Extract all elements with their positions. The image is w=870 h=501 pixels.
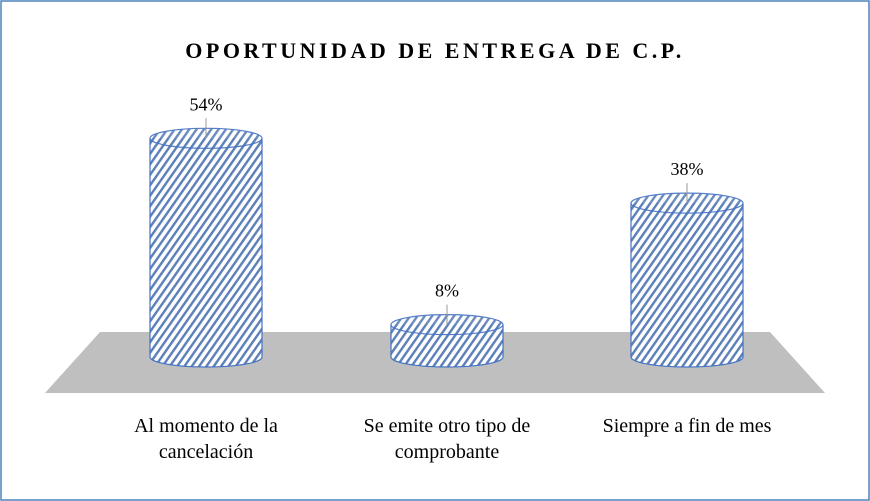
data-label: 38% <box>671 159 704 179</box>
chart-title: OPORTUNIDAD DE ENTREGA DE C.P. <box>185 38 684 63</box>
cylinder <box>150 138 262 357</box>
x-tick-label: Se emite otro tipo de comprobante <box>363 415 531 463</box>
data-label: 54% <box>190 94 223 114</box>
data-label: 8% <box>435 281 459 301</box>
x-tick-label: Siempre a fin de mes <box>602 415 772 437</box>
cylinder <box>631 203 743 357</box>
x-tick-label: Al momento de la cancelación <box>134 415 278 463</box>
